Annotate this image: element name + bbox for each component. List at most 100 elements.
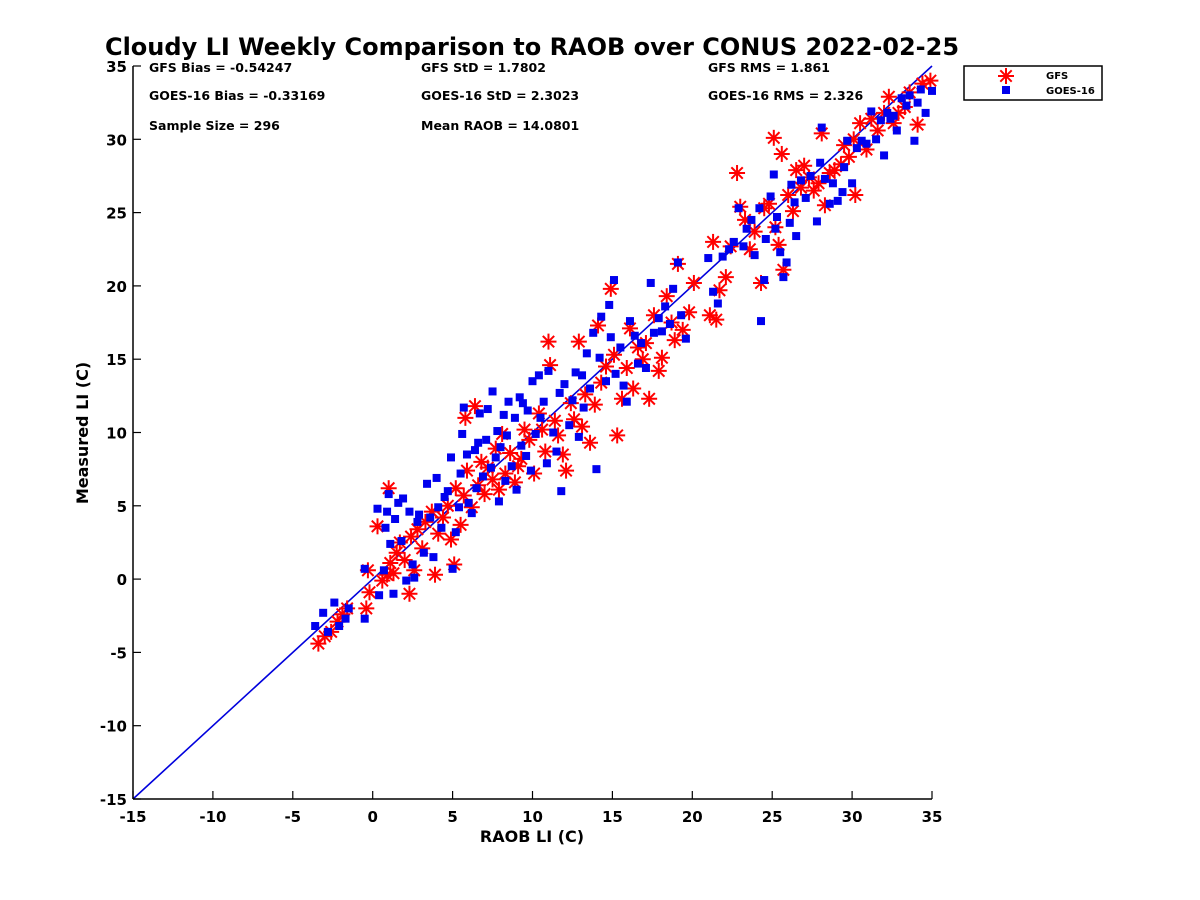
goes16-point: [816, 158, 825, 167]
goes16-point: [512, 485, 521, 494]
goes16-point: [574, 432, 583, 441]
goes16-point: [408, 560, 417, 569]
goes16-point: [806, 171, 815, 180]
goes16-point: [389, 589, 398, 598]
stat-mean-raob: Mean RAOB = 14.0801: [421, 118, 579, 133]
goes16-point: [518, 399, 527, 408]
goes16-point: [792, 232, 801, 241]
y-tick-label: -5: [110, 644, 127, 662]
goes16-point: [657, 327, 666, 336]
goes16-point: [742, 224, 751, 233]
goes16-point: [330, 598, 339, 607]
goes16-point: [928, 86, 936, 95]
goes16-point: [713, 299, 722, 308]
goes16-point: [661, 302, 670, 311]
goes16-point: [766, 192, 775, 201]
goes16-point: [801, 193, 810, 202]
x-tick-label: 30: [842, 808, 863, 826]
y-tick-label: 15: [106, 351, 127, 369]
goes16-point: [709, 287, 718, 296]
goes16-point: [718, 252, 727, 261]
goes16-point: [605, 300, 614, 309]
goes16-point: [507, 462, 516, 471]
goes16-point: [905, 91, 914, 100]
goes16-point: [399, 494, 408, 503]
goes16-point: [589, 328, 598, 337]
goes16-point: [913, 98, 922, 107]
goes16-point: [517, 441, 526, 450]
goes16-point: [840, 163, 849, 172]
goes16-point: [579, 403, 588, 412]
goes16-point: [820, 174, 829, 183]
goes16-point: [779, 273, 788, 282]
goes16-point: [544, 366, 553, 375]
goes16-point: [761, 234, 770, 243]
goes16-point: [646, 278, 655, 287]
x-tick-label: 10: [522, 808, 543, 826]
goes16-point: [515, 393, 524, 402]
goes16-point: [571, 368, 580, 377]
x-tick-label: 5: [447, 808, 457, 826]
x-tick-label: -5: [284, 808, 301, 826]
gfs-point: [361, 584, 378, 601]
goes16-point: [472, 484, 481, 493]
gfs-point: [641, 390, 658, 407]
goes16-point: [641, 363, 650, 372]
goes16-point: [787, 180, 796, 189]
y-tick-label: -10: [100, 718, 127, 736]
goes16-point: [383, 507, 392, 516]
legend-gfs-label: GFS: [1046, 71, 1068, 82]
goes16-point: [630, 331, 639, 340]
goes16-point: [739, 242, 748, 251]
goes16-point: [665, 320, 674, 329]
x-tick-label: -10: [199, 808, 226, 826]
goes16-point: [405, 507, 414, 516]
goes16-point: [862, 139, 871, 148]
goes16-point: [384, 490, 393, 499]
gfs-point: [401, 585, 418, 602]
gfs-point: [666, 332, 683, 349]
legend: GFS GOES-16: [963, 65, 1103, 101]
goes16-point: [681, 334, 690, 343]
stats-block: GFS Bias = -0.54247 GFS StD = 1.7802 GFS…: [149, 60, 863, 133]
goes16-point: [493, 427, 502, 436]
goes16-point: [876, 116, 885, 125]
goes16-point: [539, 397, 548, 406]
goes16-point: [848, 179, 857, 188]
gfs-point: [574, 418, 591, 435]
goes16-point: [456, 469, 465, 478]
goes16-point: [499, 410, 508, 419]
goes16-point: [704, 254, 713, 263]
goes16-point: [448, 564, 457, 573]
goes16-point: [475, 409, 484, 418]
goes16-point: [523, 406, 532, 415]
goes16-point: [360, 614, 369, 623]
goes16-point: [637, 339, 646, 348]
stat-sample-size: Sample Size = 296: [149, 118, 280, 133]
goes16-point: [504, 397, 513, 406]
gfs-point: [570, 333, 587, 350]
gfs-point: [847, 187, 864, 204]
goes16-point: [750, 251, 759, 260]
gfs-point: [708, 311, 725, 328]
goes16-point: [440, 493, 449, 502]
goes16-point: [622, 397, 631, 406]
goes16-point: [510, 413, 519, 422]
y-tick-label: 25: [106, 205, 127, 223]
goes16-point: [772, 212, 781, 221]
y-tick-label: 5: [117, 498, 127, 516]
gfs-point: [558, 462, 575, 479]
goes16-point: [531, 429, 540, 438]
goes16-point: [611, 369, 620, 378]
goes16-point: [437, 523, 446, 532]
gfs-point: [685, 274, 702, 291]
goes16-point: [597, 312, 606, 321]
goes16-point: [828, 179, 837, 188]
goes16-point: [578, 371, 587, 380]
goes16-point: [419, 548, 428, 557]
goes16-point: [443, 487, 452, 496]
goes16-point: [491, 453, 500, 462]
goes16-point: [381, 523, 390, 532]
goes16-point: [341, 614, 350, 623]
plot-area: [132, 65, 939, 800]
